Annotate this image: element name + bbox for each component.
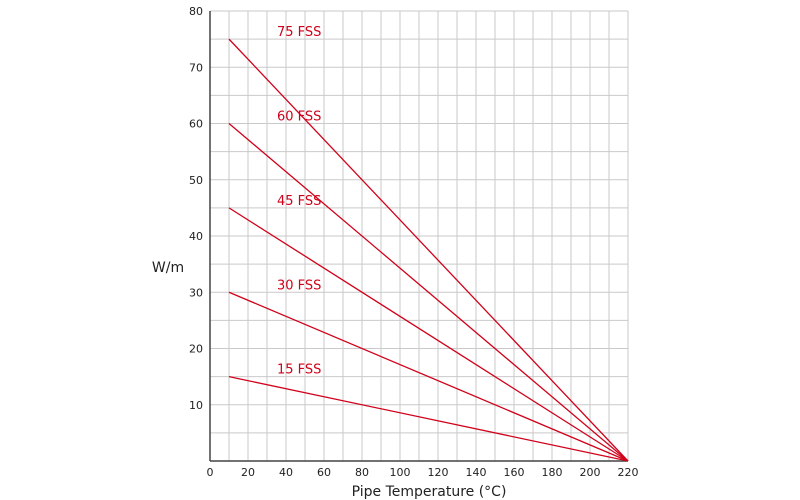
- x-tick-label: 40: [279, 466, 293, 479]
- series-line: [228, 123, 629, 462]
- series-line: [228, 375, 629, 462]
- y-tick-label: 40: [189, 230, 203, 243]
- x-tick-label: 80: [355, 466, 369, 479]
- y-tick-label: 50: [189, 174, 203, 187]
- x-tick-label: 0: [207, 466, 214, 479]
- x-tick-label: 220: [618, 466, 639, 479]
- x-tick-label: 160: [504, 466, 525, 479]
- x-tick-label: 60: [317, 466, 331, 479]
- series-label: 60 FSS: [277, 110, 321, 125]
- tick-labels: 0 20 40 60 80 100 120 140 160 180 200 220 10 20 30 40 50…: [189, 5, 639, 479]
- series-lines: [228, 38, 629, 462]
- y-tick-label: 60: [189, 118, 203, 131]
- series-line: [228, 38, 629, 462]
- y-tick-label: 80: [189, 5, 203, 18]
- x-axis-title: Pipe Temperature (°C): [352, 484, 507, 500]
- series-line: [228, 291, 629, 462]
- y-tick-label: 70: [189, 61, 203, 74]
- x-tick-label: 20: [241, 466, 255, 479]
- x-tick-label: 100: [390, 466, 411, 479]
- y-tick-label: 20: [189, 343, 203, 356]
- axes: [209, 11, 628, 462]
- series-label: 15 FSS: [277, 363, 321, 378]
- x-tick-label: 120: [428, 466, 449, 479]
- y-tick-label: 10: [189, 399, 203, 412]
- y-tick-label: 30: [189, 286, 203, 299]
- y-axis-title: W/m: [152, 260, 184, 276]
- grid: [209, 10, 629, 462]
- x-tick-label: 140: [466, 466, 487, 479]
- series-labels: 75 FSS 60 FSS 45 FSS 30 FSS 15 FSS: [277, 25, 321, 378]
- series-label: 30 FSS: [277, 278, 321, 293]
- x-tick-label: 200: [580, 466, 601, 479]
- series-line: [228, 207, 629, 462]
- series-label: 45 FSS: [277, 194, 321, 209]
- series-label: 75 FSS: [277, 25, 321, 40]
- x-tick-label: 180: [542, 466, 563, 479]
